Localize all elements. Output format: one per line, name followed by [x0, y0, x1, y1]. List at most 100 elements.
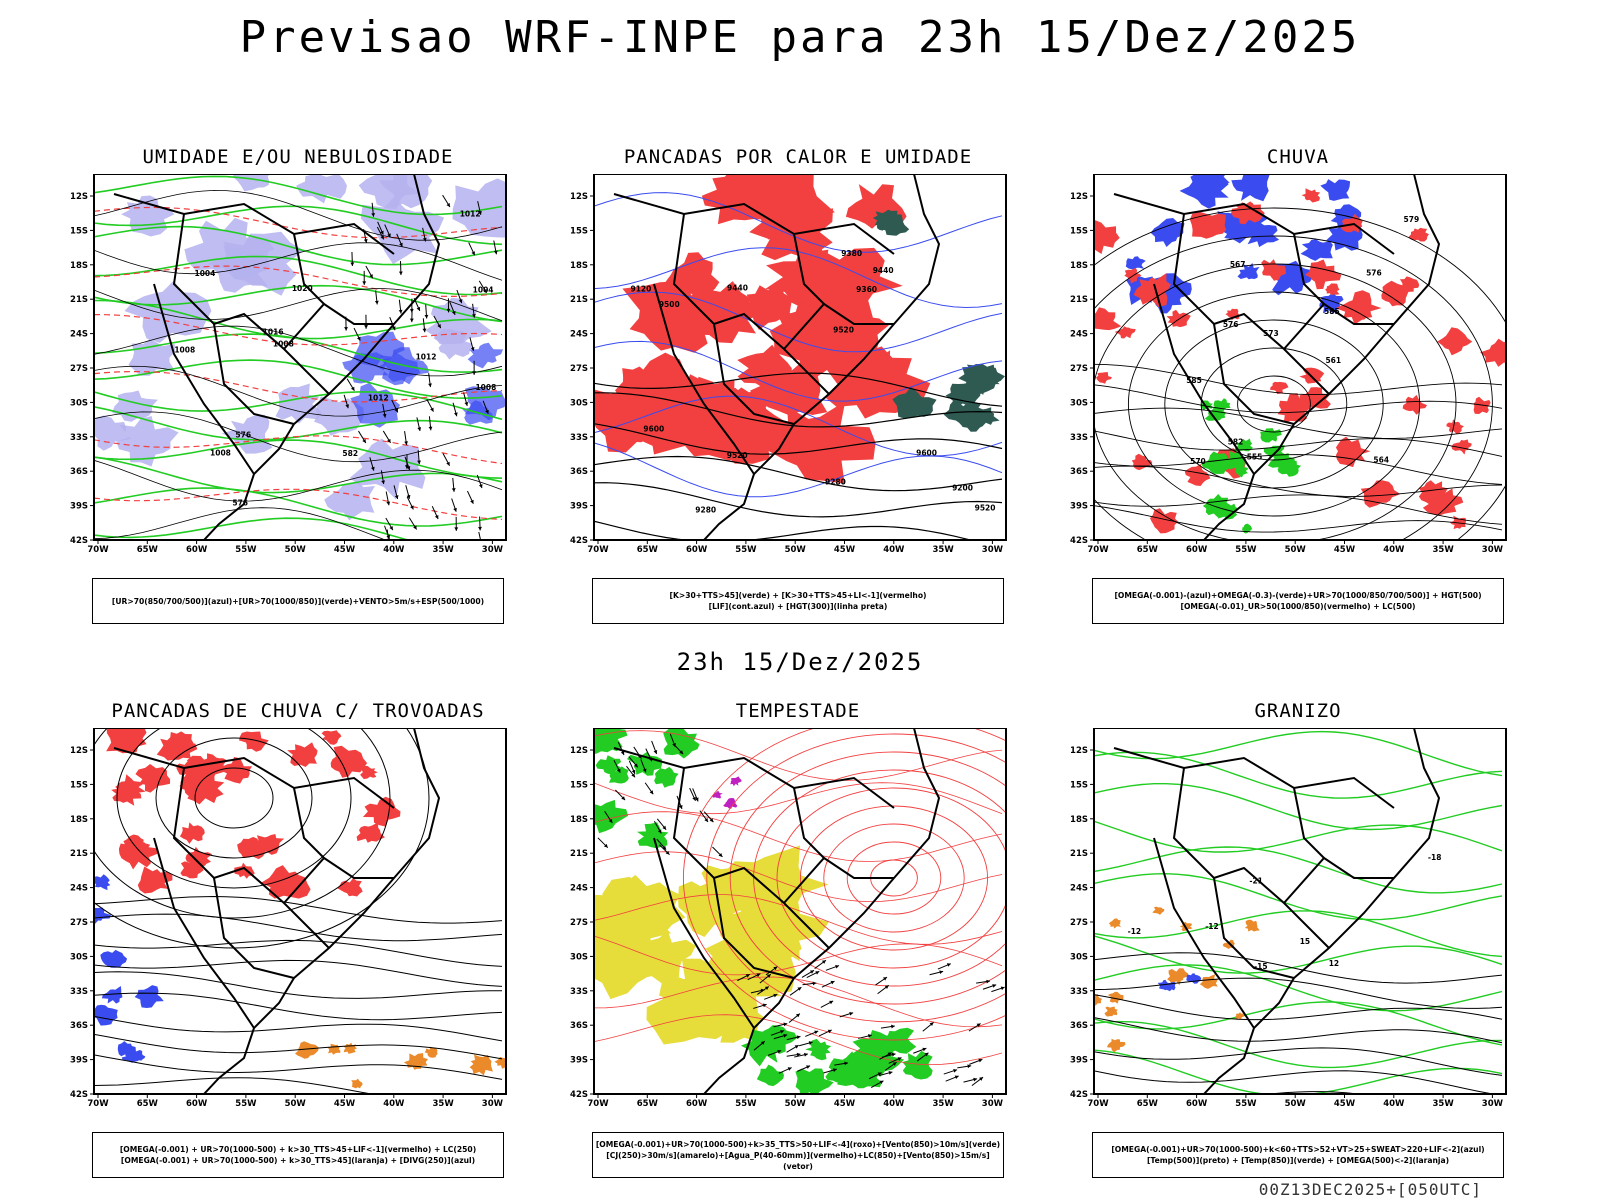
weather-area	[324, 481, 375, 521]
contour-line	[1094, 751, 1503, 799]
contour-value: 9600	[916, 449, 937, 458]
lat-label: 12S	[570, 192, 588, 202]
wind-arrowhead	[493, 250, 498, 255]
wind-arrowhead	[446, 308, 451, 313]
contour-value: 576	[232, 499, 248, 508]
contour-line	[94, 265, 503, 298]
wind-arrowhead	[718, 853, 723, 857]
weather-area	[1235, 464, 1249, 478]
wind-arrowhead	[364, 325, 368, 329]
weather-area	[101, 986, 123, 1004]
weather-area	[94, 874, 111, 891]
contour-line	[1094, 263, 1457, 540]
weather-area	[735, 285, 793, 330]
wind-arrowhead	[1000, 986, 1005, 991]
lat-label: 39S	[570, 502, 588, 512]
lat-label: 12S	[1070, 192, 1088, 202]
weather-area	[179, 822, 205, 844]
wind-arrowhead	[458, 299, 463, 304]
contour-line	[1127, 291, 1421, 517]
weather-area	[1335, 436, 1371, 468]
wind-arrowhead	[967, 1064, 972, 1069]
wind-arrowhead	[430, 407, 434, 412]
contour-value: 576	[1366, 268, 1382, 277]
lon-label: 55W	[235, 545, 257, 555]
weather-area	[163, 731, 194, 755]
wind-arrowhead	[631, 773, 636, 778]
wind-arrowhead	[783, 1033, 788, 1038]
lon-label: 35W	[932, 545, 954, 555]
wind-arrowhead	[884, 985, 889, 989]
wind-arrowhead	[979, 1077, 984, 1081]
contour-line	[1094, 820, 1503, 853]
contour-line	[594, 520, 974, 540]
weather-area	[678, 879, 752, 937]
weather-area	[594, 728, 628, 752]
wind-arrowhead	[939, 970, 944, 975]
wind-arrowhead	[404, 465, 409, 469]
political-border	[672, 767, 830, 949]
legend-box: [OMEGA(-0.001)+UR>70(1000-500)+k>35_TTS>…	[592, 1132, 1004, 1178]
weather-area	[1094, 219, 1120, 254]
wind-arrowhead	[406, 494, 411, 499]
lat-label: 39S	[1070, 502, 1088, 512]
wind-arrowhead	[387, 438, 391, 443]
lat-label: 33S	[570, 987, 588, 997]
wind-arrowhead	[795, 1013, 800, 1018]
weather-area	[1166, 309, 1191, 328]
weather-area	[1451, 439, 1472, 455]
weather-area	[1167, 968, 1189, 986]
contour-value: 573	[1263, 329, 1279, 338]
contour-line	[1094, 207, 1506, 540]
weather-area	[646, 969, 743, 1045]
lat-label: 33S	[570, 433, 588, 443]
wind-arrowhead	[849, 1011, 854, 1016]
wind-arrowhead	[883, 977, 887, 981]
wind-arrowhead	[398, 309, 403, 314]
lat-label: 21S	[1070, 295, 1088, 305]
lon-label: 55W	[1235, 1099, 1257, 1109]
contour-line	[1094, 730, 1503, 777]
weather-area	[239, 731, 269, 752]
wind-vector	[386, 529, 389, 540]
weather-area	[1301, 188, 1321, 203]
legend-box: [K>30+TTS>45](verde) + [K>30+TTS>45+LI<-…	[592, 578, 1004, 624]
weather-area	[356, 822, 385, 843]
legend-line: [CJ(250)>30m/s](amarelo)+[Agua_P(40-60mm…	[606, 1150, 990, 1171]
subtitle-date: 23h 15/Dez/2025	[676, 648, 924, 676]
contour-value: 1008	[174, 345, 195, 354]
weather-area	[1335, 290, 1382, 325]
wind-arrowhead	[986, 979, 990, 984]
legend-line: [OMEGA(-0.001) + UR>70(1000-500) + k>30_…	[119, 1145, 477, 1154]
contour-value: 9520	[833, 326, 854, 335]
weather-area	[1304, 259, 1342, 290]
wind-arrowhead	[827, 1029, 832, 1034]
lat-label: 18S	[70, 261, 88, 271]
lat-label: 27S	[570, 364, 588, 374]
map-layer	[594, 174, 1005, 540]
weather-area	[1125, 256, 1146, 270]
contour-line	[706, 733, 1006, 1023]
weather-area	[1114, 326, 1136, 339]
wind-arrowhead	[887, 1052, 892, 1057]
weather-area	[1184, 464, 1211, 486]
lon-label: 35W	[1432, 545, 1454, 555]
lon-label: 35W	[1432, 1099, 1454, 1109]
legend-line: [OMEGA(-0.001)+UR>70(1000-500)+k>35_TTS>…	[595, 1139, 1001, 1149]
wind-arrowhead	[760, 1041, 765, 1045]
lon-label: 55W	[735, 545, 757, 555]
contour-value: 12	[1329, 959, 1339, 968]
lon-label: 60W	[186, 545, 208, 555]
weather-area	[654, 766, 679, 788]
contour-line	[94, 1077, 375, 1094]
contour-value: 9500	[659, 300, 680, 309]
weather-area	[1418, 480, 1448, 506]
contour-line	[94, 1054, 503, 1080]
weather-area	[337, 878, 363, 897]
